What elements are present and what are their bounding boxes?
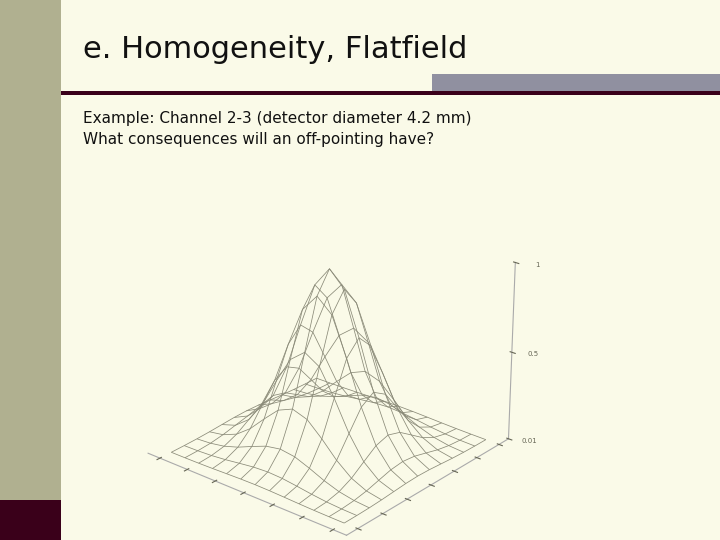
Text: Example: Channel 2-3 (detector diameter 4.2 mm): Example: Channel 2-3 (detector diameter …	[83, 111, 472, 126]
Text: e. Homogeneity, Flatfield: e. Homogeneity, Flatfield	[83, 35, 467, 64]
Text: What consequences will an off-pointing have?: What consequences will an off-pointing h…	[83, 132, 434, 147]
